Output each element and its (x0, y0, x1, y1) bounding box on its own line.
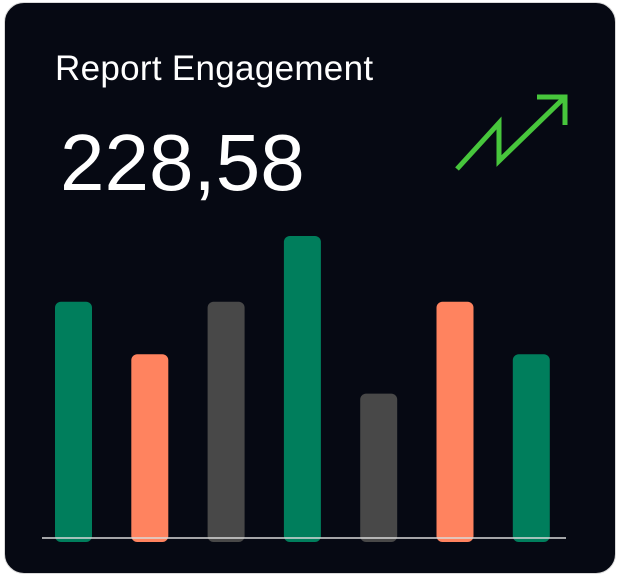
trend-up-arrow-icon (455, 94, 568, 171)
chart-bar-6 (436, 301, 474, 542)
chart-bar-7 (512, 354, 550, 542)
chart-bar-3 (207, 301, 245, 542)
chart-bar-2 (131, 354, 169, 542)
chart-bar-1 (55, 301, 92, 542)
engagement-value: 228,58 (60, 118, 305, 207)
chart-bar-4 (283, 236, 321, 542)
chart-bar-5 (360, 393, 398, 542)
card-title: Report Engagement (55, 49, 374, 88)
